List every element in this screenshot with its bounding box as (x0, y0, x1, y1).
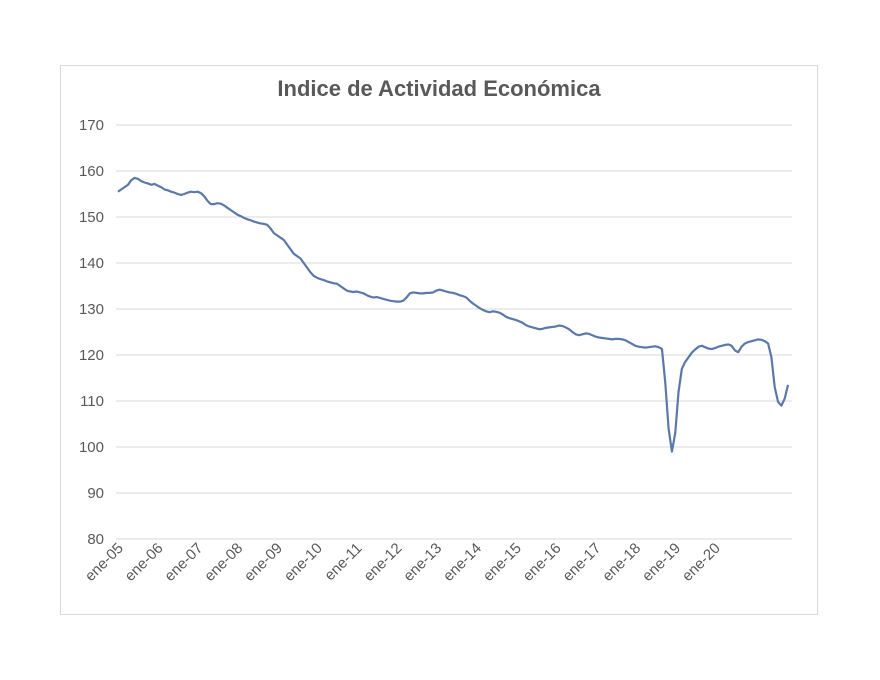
chart-plot: 8090100110120130140150160170ene-05ene-06… (79, 117, 792, 585)
y-tick-label: 110 (80, 393, 104, 410)
y-tick-label: 130 (79, 301, 104, 318)
x-tick-label: ene-07 (161, 540, 206, 585)
x-tick-label: ene-19 (639, 540, 684, 585)
x-tick-label: ene-20 (679, 540, 724, 585)
x-tick-label: ene-17 (559, 540, 604, 585)
series-line (117, 176, 790, 453)
y-tick-label: 80 (87, 531, 104, 548)
y-tick-label: 90 (87, 485, 104, 502)
x-tick-label: ene-13 (400, 540, 445, 585)
y-tick-label: 160 (79, 163, 104, 180)
y-tick-label: 170 (79, 117, 104, 134)
x-tick-label: ene-18 (599, 540, 644, 585)
x-tick-label: ene-06 (122, 540, 167, 585)
chart-frame: Indice de Actividad Económica 80 90 100 110… (60, 65, 818, 615)
x-tick-label: ene-11 (321, 540, 365, 584)
x-tick-label: ene-08 (201, 540, 246, 585)
y-tick-label: 100 (79, 439, 104, 456)
x-tick-label: ene-15 (480, 540, 525, 585)
x-tick-label: ene-10 (281, 540, 326, 585)
x-tick-label: ene-12 (360, 540, 405, 585)
chart-title: Indice de Actividad Económica (277, 76, 601, 101)
y-tick-label: 120 (79, 347, 104, 364)
x-tick-label: ene-09 (241, 540, 286, 585)
x-tick-label: ene-16 (520, 540, 565, 585)
x-tick-label: ene-14 (440, 540, 485, 585)
y-tick-label: 150 (79, 209, 104, 226)
y-tick-label: 140 (79, 255, 104, 272)
